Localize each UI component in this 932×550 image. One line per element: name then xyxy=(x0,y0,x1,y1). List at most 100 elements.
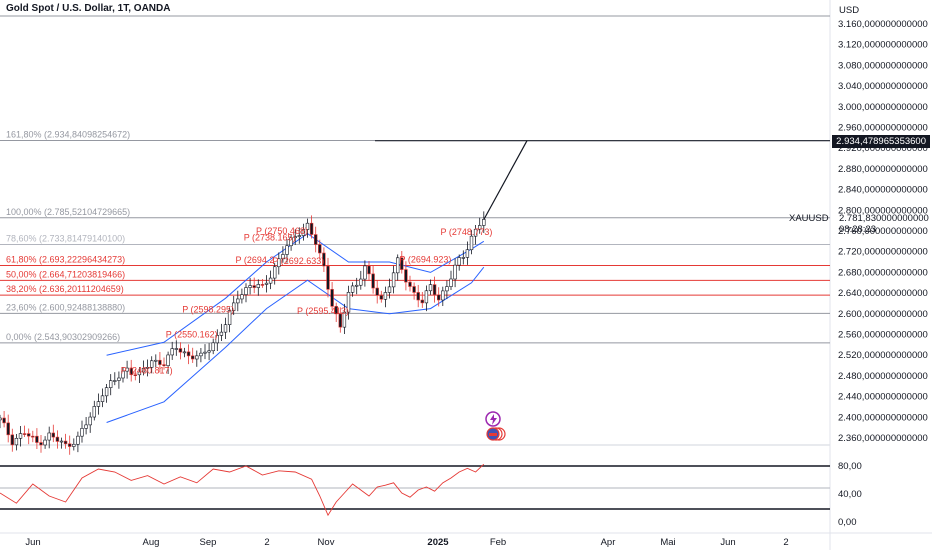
candle-body xyxy=(404,269,408,283)
price-tick-label: 2.560,000000000000 xyxy=(838,330,928,341)
candle-body xyxy=(63,440,68,445)
candle-body xyxy=(391,272,396,288)
price-tick-label: 2.600,000000000000 xyxy=(838,309,928,320)
candle-body xyxy=(203,351,207,354)
candle-body xyxy=(26,433,31,437)
candle-body xyxy=(428,284,433,292)
candle-body xyxy=(313,234,318,245)
pivot-label: P (2692.633) xyxy=(272,256,324,266)
candle-body xyxy=(191,355,195,360)
candle-body xyxy=(211,342,215,352)
candle-body xyxy=(195,355,199,360)
time-tick-label: Aug xyxy=(143,537,160,548)
candle-body xyxy=(186,351,191,357)
candle-body xyxy=(10,434,14,446)
candle-body xyxy=(326,265,330,290)
candle-body xyxy=(59,440,64,443)
candle-body xyxy=(264,282,269,285)
rsi-tick-label: 40,00 xyxy=(838,489,862,500)
candle-body xyxy=(465,249,470,258)
candle-body xyxy=(432,284,437,296)
candle-body xyxy=(363,265,367,280)
candle-body xyxy=(43,439,47,446)
time-tick-label: Nov xyxy=(318,537,335,548)
candle-body xyxy=(117,377,121,381)
fib-level-label: 61,80% (2.693,22296434273) xyxy=(6,255,125,265)
candle-body xyxy=(285,245,289,255)
price-axis[interactable]: 3.160,000000000000 3.120,000000000000 3.08… xyxy=(838,19,928,444)
price-tick-label: 3.080,000000000000 xyxy=(838,60,928,71)
candle-body xyxy=(68,443,72,447)
rsi-tick-label: 80,00 xyxy=(838,461,862,472)
pivot-label: P (2595.413) xyxy=(297,306,349,316)
candle-body xyxy=(100,395,105,402)
projection-line[interactable] xyxy=(483,140,528,220)
candle-body xyxy=(379,295,383,300)
candle-body xyxy=(72,443,76,447)
rsi-axis[interactable]: 80,00 40,00 0,00 xyxy=(838,461,862,528)
candle-body xyxy=(400,257,404,270)
pivot-label: P (2750.468) xyxy=(256,226,308,236)
time-tick-label: Feb xyxy=(490,537,506,548)
target-price-tag[interactable]: 2.934,478965353600 xyxy=(832,135,930,148)
pivot-label: P (2748.773) xyxy=(441,227,493,237)
candle-body xyxy=(457,257,461,266)
candle-body xyxy=(412,286,416,293)
last-price-tag[interactable]: 2.781,830000000000 xyxy=(839,213,929,224)
candle-body xyxy=(281,254,285,260)
countdown-label: 08:28:23 xyxy=(839,224,876,235)
candle-body xyxy=(174,348,178,350)
symbol-label: XAUUSD xyxy=(789,213,829,224)
candle-body xyxy=(137,371,142,376)
pivot-label: P (2738.165) xyxy=(244,232,296,242)
price-tick-label: 3.040,000000000000 xyxy=(838,81,928,92)
candle-body xyxy=(367,265,371,275)
time-tick-label: 2025 xyxy=(427,537,449,548)
candle-body xyxy=(244,287,248,295)
candle-body xyxy=(232,302,236,311)
flag-stripe xyxy=(489,433,497,436)
candle-body xyxy=(289,237,293,247)
time-tick-label: Sep xyxy=(200,537,217,548)
fibonacci-retracement[interactable]: 161,80% (2.934,84098254672) 100,00% (2.78… xyxy=(0,130,830,344)
candle-body xyxy=(109,380,113,388)
candle-body xyxy=(272,266,277,279)
rsi-pane xyxy=(0,463,830,517)
price-tick-label: 2.480,000000000000 xyxy=(838,371,928,382)
candle-body xyxy=(342,311,347,328)
time-tick-label: 2 xyxy=(264,537,269,548)
price-tick-label: 2.840,000000000000 xyxy=(838,185,928,196)
candle-body xyxy=(277,258,281,268)
candle-body xyxy=(469,235,474,251)
candle-body xyxy=(424,290,429,304)
event-icons[interactable] xyxy=(485,411,506,441)
candle-body xyxy=(55,436,60,442)
price-tick-label: 2.520,000000000000 xyxy=(838,350,928,361)
candle-body xyxy=(248,285,252,288)
candle-body xyxy=(133,374,137,376)
candle-body xyxy=(338,313,342,328)
candle-body xyxy=(88,416,92,426)
pivot-labels: P (2750.468)P (2738.165) P (2748.773) P (2… xyxy=(121,226,493,376)
fib-level-label: 161,80% (2.934,84098254672) xyxy=(6,130,130,140)
candle-body xyxy=(47,432,51,441)
price-tick-label: 2.400,000000000000 xyxy=(838,412,928,423)
price-tick-label: 2.920,000000000000 xyxy=(838,143,928,154)
candle-body xyxy=(359,278,363,286)
candle-body xyxy=(170,348,174,356)
candle-body xyxy=(395,257,400,274)
candle-body xyxy=(166,354,170,367)
target-projection-line[interactable] xyxy=(483,140,528,220)
candle-body xyxy=(322,252,326,267)
candle-body xyxy=(6,422,10,436)
candle-body xyxy=(350,285,355,293)
candle-body xyxy=(371,273,375,289)
candle-body xyxy=(252,285,256,288)
candle-body xyxy=(22,433,27,435)
fib-level-label: 78,60% (2.733,81479140100) xyxy=(6,234,125,244)
time-axis[interactable]: Jun Aug Sep 2 Nov 2025 Feb Apr Mai Jun 2 xyxy=(25,537,788,548)
candle-body xyxy=(154,359,158,362)
candle-body xyxy=(31,435,35,438)
candle-body xyxy=(162,364,166,367)
